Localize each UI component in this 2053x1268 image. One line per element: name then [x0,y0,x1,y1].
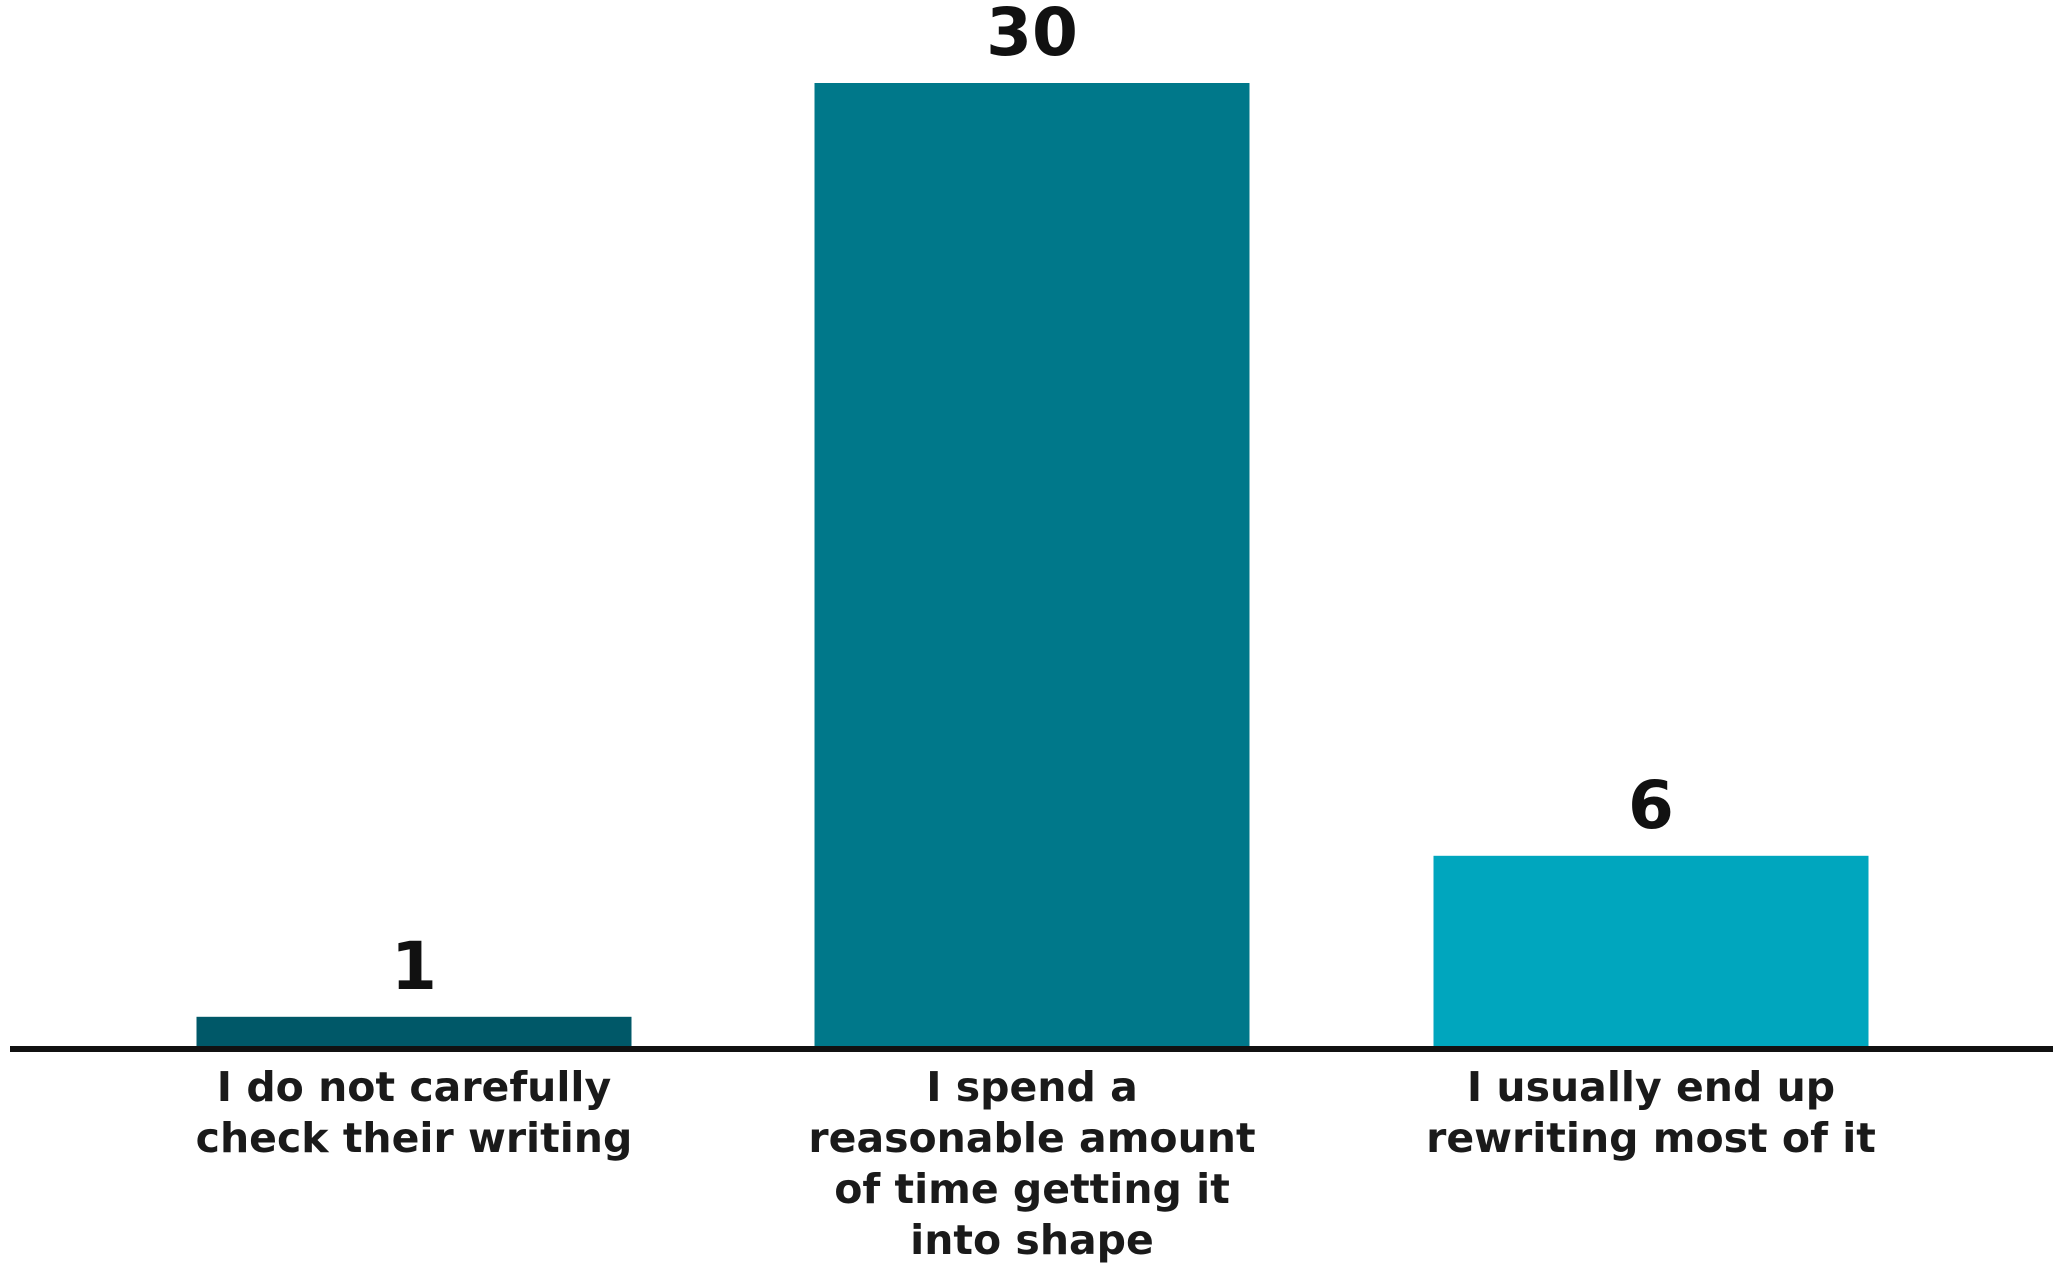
category-label-2-line-3: of time getting it [834,1165,1230,1213]
category-label-2-line-1: I spend a [926,1063,1138,1111]
category-label-1-line-1: I do not carefully [217,1063,611,1111]
value-labels-group: 1 30 6 [391,0,1674,1005]
bars-group [196,83,1869,1049]
category-label-2-line-4: into shape [910,1216,1154,1264]
category-label-3-line-2: rewriting most of it [1426,1114,1876,1162]
bar-1 [196,1016,632,1049]
value-label-3: 6 [1628,767,1674,844]
category-label-2-line-2: reasonable amount [808,1114,1255,1162]
bar-2 [814,83,1250,1049]
category-label-3-line-1: I usually end up [1467,1063,1835,1111]
value-label-2: 30 [986,0,1078,71]
category-label-1-line-2: check their writing [196,1114,633,1162]
bar-3 [1433,855,1869,1049]
value-label-1: 1 [391,928,437,1005]
